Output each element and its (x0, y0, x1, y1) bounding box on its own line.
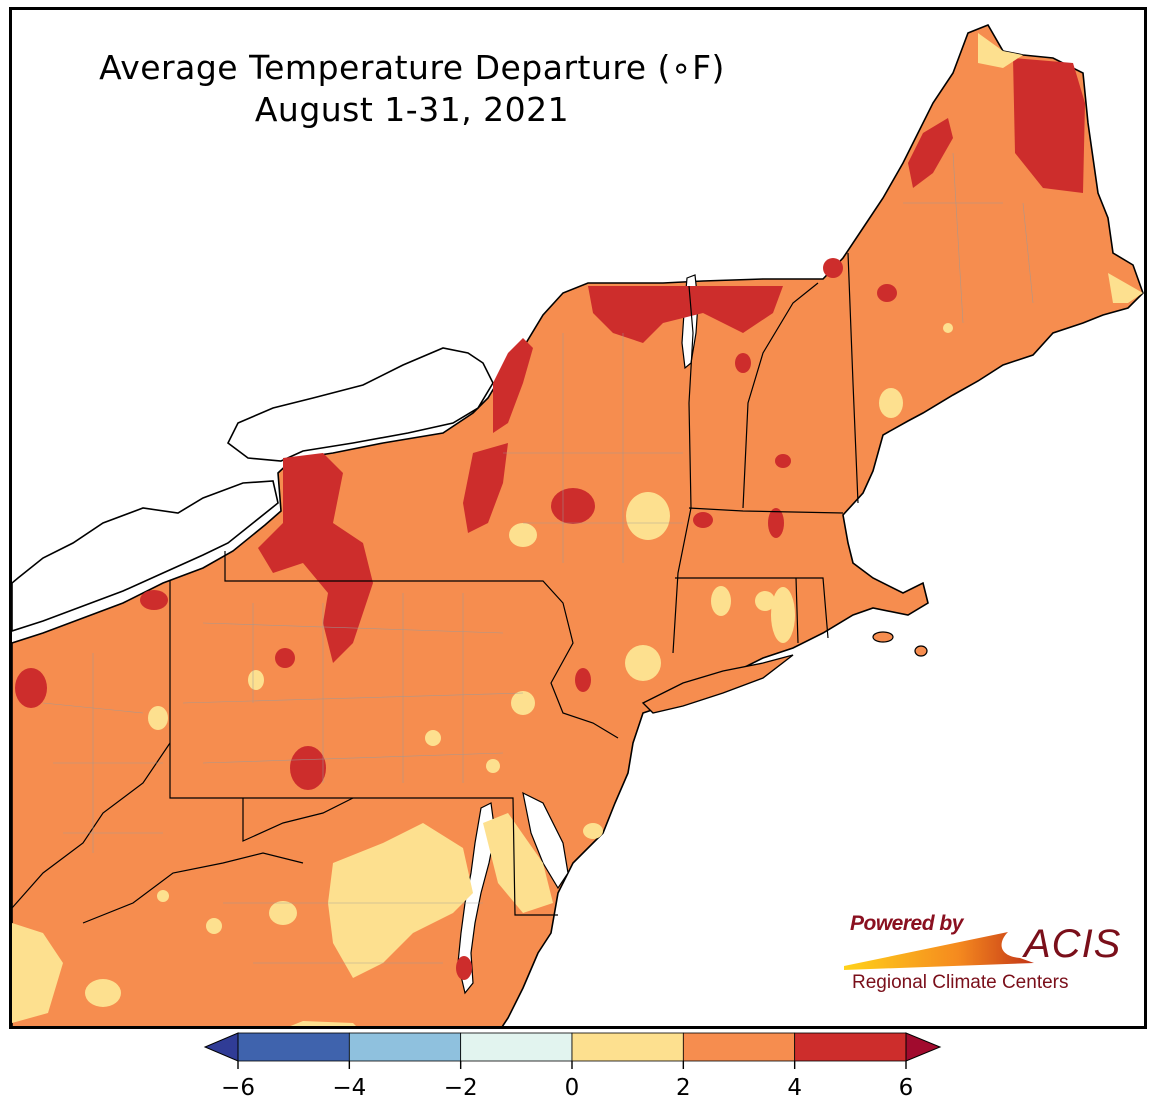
colorbar-tick-label: 4 (787, 1075, 802, 1101)
colorbar-tick-label: 2 (676, 1075, 691, 1101)
colorbar-bin (571, 1032, 684, 1062)
map-title: Average Temperature Departure (∘F) (99, 48, 725, 87)
islands (872, 631, 928, 657)
map-subtitle: August 1-31, 2021 (254, 90, 570, 129)
acis-swoosh (844, 932, 1034, 970)
temperature-map (12, 23, 1144, 1026)
colorbar-bin (348, 1032, 462, 1062)
acis-logo: Powered by ACIS Regional Climate Centers (838, 908, 1128, 1003)
colorbar-over-arrow (905, 1032, 942, 1062)
anomaly-4-6-areas (15, 58, 1085, 980)
colorbar-legend: −6 −4 −2 0 2 4 6 (203, 1032, 942, 1101)
state-boundaries (12, 252, 859, 924)
lake-ontario (226, 347, 494, 462)
colorbar-tick-label: −2 (444, 1075, 478, 1101)
logo-subtitle: Regional Climate Centers (852, 972, 1069, 993)
colorbar-bin (794, 1032, 907, 1062)
colorbar-bin (682, 1032, 796, 1062)
colorbar-tick-label: 6 (899, 1075, 914, 1101)
colorbar-bin (237, 1032, 350, 1062)
logo-acis: ACIS (1024, 922, 1122, 966)
colorbar-tick-label: −6 (221, 1075, 255, 1101)
logo-powered-by: Powered by (850, 912, 963, 935)
map-frame: Average Temperature Departure (∘F) Augus… (9, 7, 1147, 1029)
long-island (641, 654, 794, 714)
colorbar-tick-label: 0 (565, 1075, 580, 1101)
delaware-bay (522, 791, 569, 890)
county-lines (42, 152, 1034, 964)
colorbar-tick-label: −4 (332, 1075, 366, 1101)
lake-erie (12, 480, 279, 632)
colorbar-under-arrow (203, 1032, 239, 1062)
colorbar-bin (460, 1032, 573, 1062)
anomaly-0-2-areas (12, 33, 1143, 1026)
